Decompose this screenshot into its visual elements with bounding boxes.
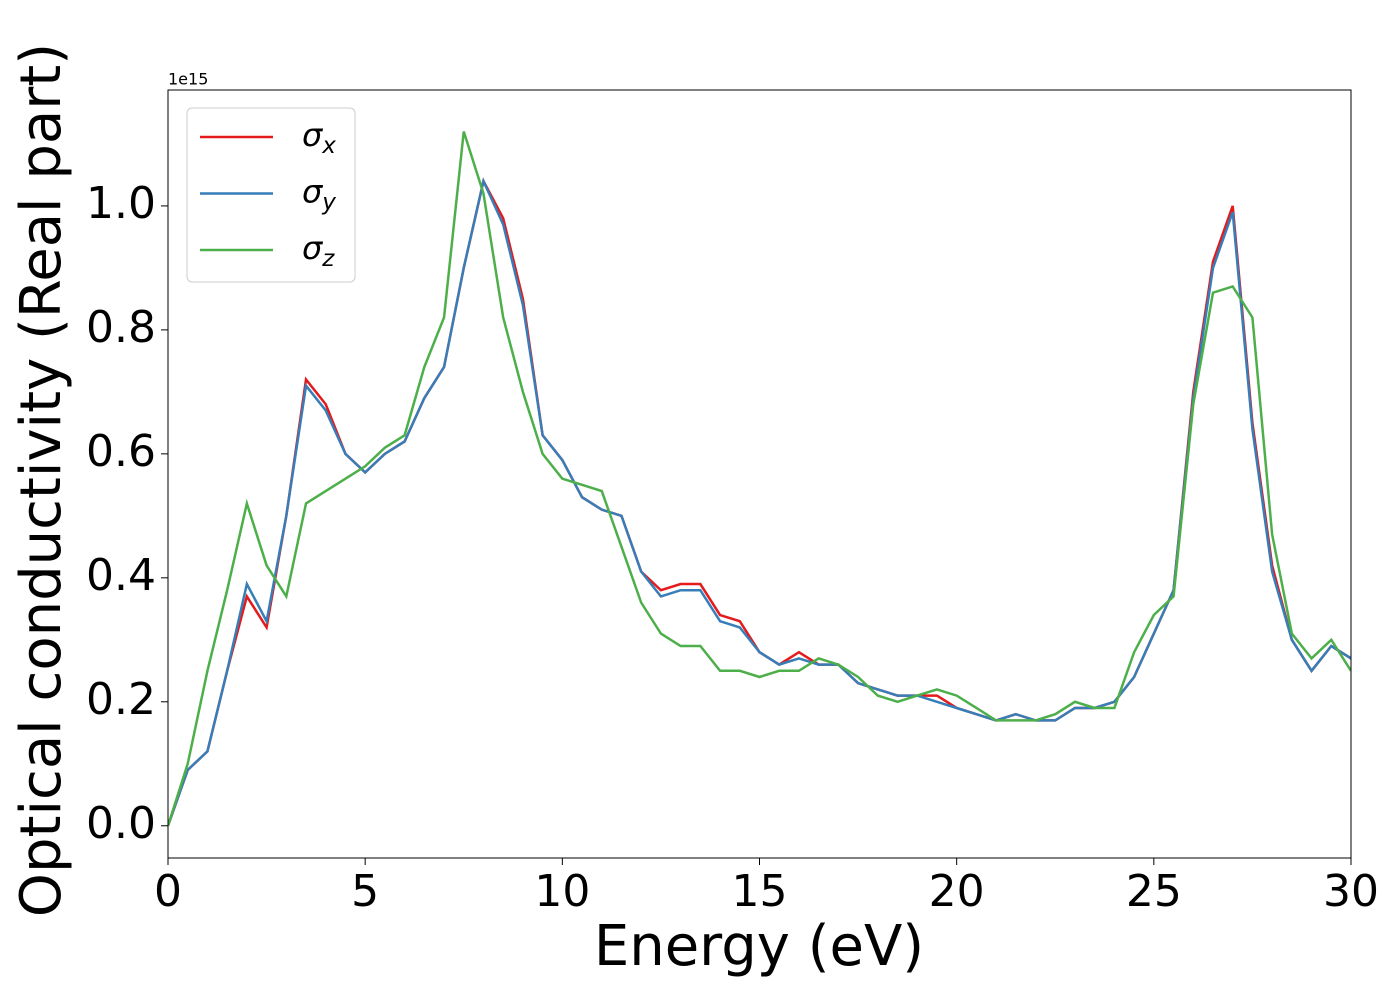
legend-label: σx	[302, 116, 336, 159]
y-tick-label: 0.8	[86, 302, 156, 353]
plot-frame	[167, 89, 1352, 859]
y-tick-label: 0.0	[86, 798, 156, 849]
y-tick-label: 0.6	[86, 426, 156, 477]
y-tick-label: 0.4	[86, 550, 156, 601]
x-tick-label: 0	[154, 866, 182, 917]
series-line	[168, 177, 1351, 827]
legend-box	[186, 107, 356, 283]
y-axis-label: Optical conductivity (Real part)	[9, 43, 74, 917]
x-tick-label: 25	[1126, 866, 1182, 917]
x-tick-label: 10	[534, 866, 590, 917]
y-tick-label: 1.0	[86, 178, 156, 229]
x-tick-label: 15	[732, 866, 788, 917]
x-tick-label: 30	[1323, 866, 1379, 917]
x-axis-label: Energy (eV)	[594, 914, 924, 979]
y-offset-label: 1e15	[168, 70, 208, 89]
legend-label: σy	[302, 173, 336, 216]
x-tick-label: 20	[929, 866, 985, 917]
x-tick-label: 5	[351, 866, 379, 917]
y-tick-label: 0.2	[86, 674, 156, 725]
legend-label: σz	[302, 229, 335, 272]
series-line	[168, 131, 1351, 827]
